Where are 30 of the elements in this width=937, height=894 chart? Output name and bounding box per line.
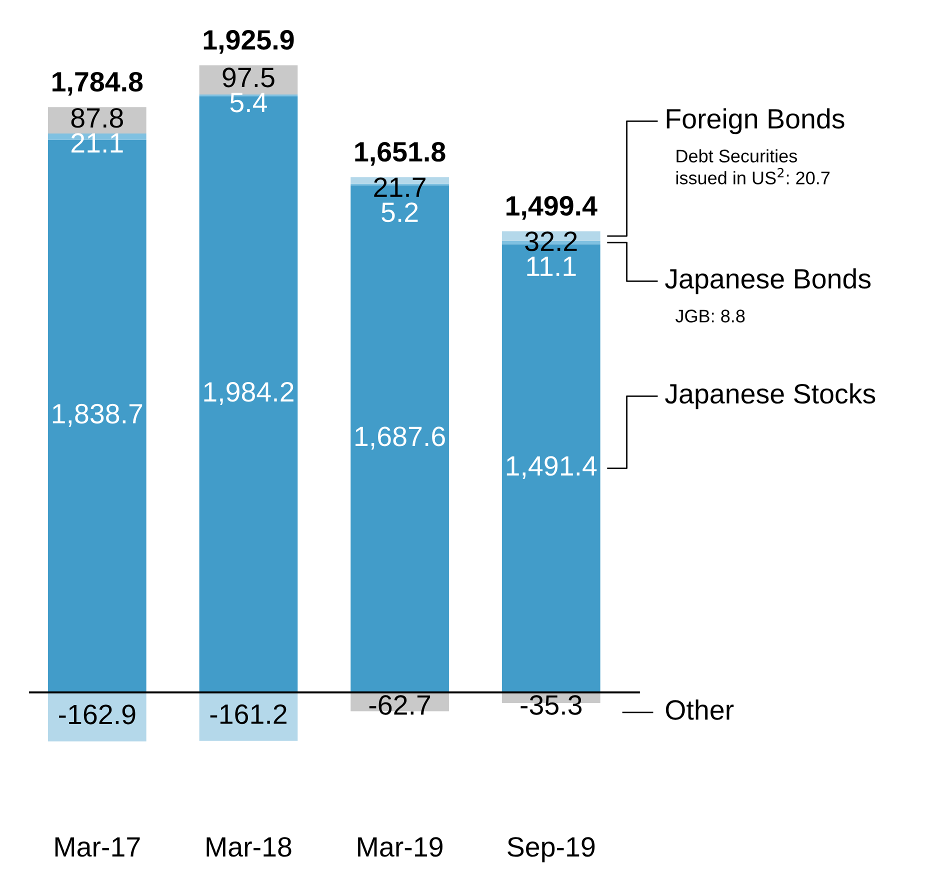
x-tick-label: Mar-18 [206, 837, 292, 857]
x-tick-label: Sep-19 [508, 837, 595, 862]
text: JGB: 8.8 [675, 310, 745, 322]
data-label: 5.4 [230, 92, 267, 112]
text: Japanese Bonds [665, 268, 871, 294]
data-label: -62.7 [369, 695, 430, 715]
total-label: 1,499.4 [506, 196, 598, 220]
data-label: 32.2 [525, 231, 577, 252]
data-label: 1,491.4 [506, 456, 597, 480]
x-tick-label: Mar-17 [55, 837, 140, 857]
x-tick-label: Mar-19 [358, 837, 442, 857]
text: Foreign Bonds [666, 108, 844, 134]
data-label: 97.5 [222, 68, 274, 88]
data-label: 87.8 [71, 108, 123, 128]
data-label: -162.9 [59, 704, 136, 724]
text: Debt Securities issued in US$^{2}$: 20.7 [676, 149, 830, 184]
total-label: 1,925.9 [204, 30, 294, 54]
bar [48, 692, 146, 742]
data-label: 11.1 [527, 256, 576, 276]
text: Japanese Stocks [665, 383, 876, 410]
total-label: 1,784.8 [52, 72, 143, 96]
data-label: 1,838.7 [52, 404, 142, 427]
data-label: -35.3 [520, 695, 582, 715]
data-label: 5.2 [382, 202, 418, 222]
data-label: -161.2 [210, 704, 286, 724]
data-label: 21.1 [72, 133, 123, 153]
data-label: 1,687.6 [356, 426, 445, 450]
text: Other [666, 699, 734, 720]
total-label: 1,651.8 [355, 142, 446, 166]
data-label: 1,984.2 [204, 382, 294, 405]
